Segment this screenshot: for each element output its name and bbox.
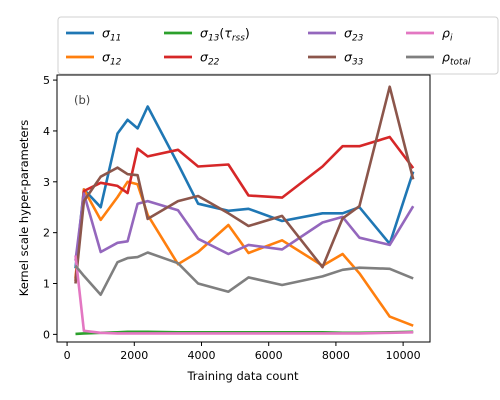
legend-label: σ33	[344, 50, 364, 68]
x-tick-label: 6000	[255, 349, 283, 362]
legend-item-ρtotal: ρtotal	[406, 50, 471, 68]
legend-item-σ22: σ22	[164, 50, 220, 68]
y-tick-label: 3	[43, 176, 50, 189]
series-lines	[74, 85, 415, 336]
x-axis-ticks: 0 2000 4000 6000 8000 10000	[64, 342, 421, 362]
legend-item-σ23: σ23	[308, 26, 364, 44]
series-line-ρtotal	[74, 251, 414, 297]
x-tick-label: 8000	[322, 349, 350, 362]
legend-label: σ13(τrss)	[200, 26, 250, 44]
plot-frame	[56, 74, 431, 343]
x-axis-label: Training data count	[186, 369, 299, 383]
legend-item-σ13: σ13(τrss)	[164, 26, 250, 44]
legend-label: ρi	[442, 26, 453, 44]
series-line-σ11	[74, 105, 415, 269]
legend-item-σ11: σ11	[66, 26, 121, 44]
legend-item-σ12: σ12	[66, 50, 122, 68]
x-tick-label: 0	[64, 349, 71, 362]
legend-label: σ22	[200, 50, 220, 68]
y-tick-label: 0	[43, 328, 50, 341]
series-line-σ33	[74, 85, 415, 284]
legend-box	[57, 16, 499, 75]
y-tick-label: 2	[43, 227, 50, 240]
x-tick-label: 4000	[187, 349, 215, 362]
y-axis-ticks: 0 1 2 3 4 5	[43, 74, 57, 341]
x-tick-label: 2000	[120, 349, 148, 362]
legend-label: ρtotal	[442, 50, 471, 68]
series-line-σ22	[74, 135, 415, 282]
legend: σ11 σ12 σ13(τrss) σ22 σ23 σ33 ρi ρtotal	[57, 16, 499, 75]
legend-label: σ11	[102, 26, 121, 44]
legend-label: σ23	[344, 26, 364, 44]
legend-label: σ12	[102, 50, 122, 68]
series-line-σ23	[74, 192, 415, 261]
y-tick-label: 4	[43, 125, 50, 138]
series-line-σ12	[74, 180, 414, 327]
panel-annotation: (b)	[74, 93, 90, 107]
x-tick-label: 10000	[386, 349, 421, 362]
legend-item-ρi: ρi	[406, 26, 453, 44]
legend-item-σ33: σ33	[308, 50, 364, 68]
series-line-ρi	[74, 255, 414, 335]
y-axis-label: Kernel scale hyper-parameters	[17, 120, 31, 296]
y-tick-label: 1	[43, 278, 50, 291]
y-tick-label: 5	[43, 74, 50, 87]
